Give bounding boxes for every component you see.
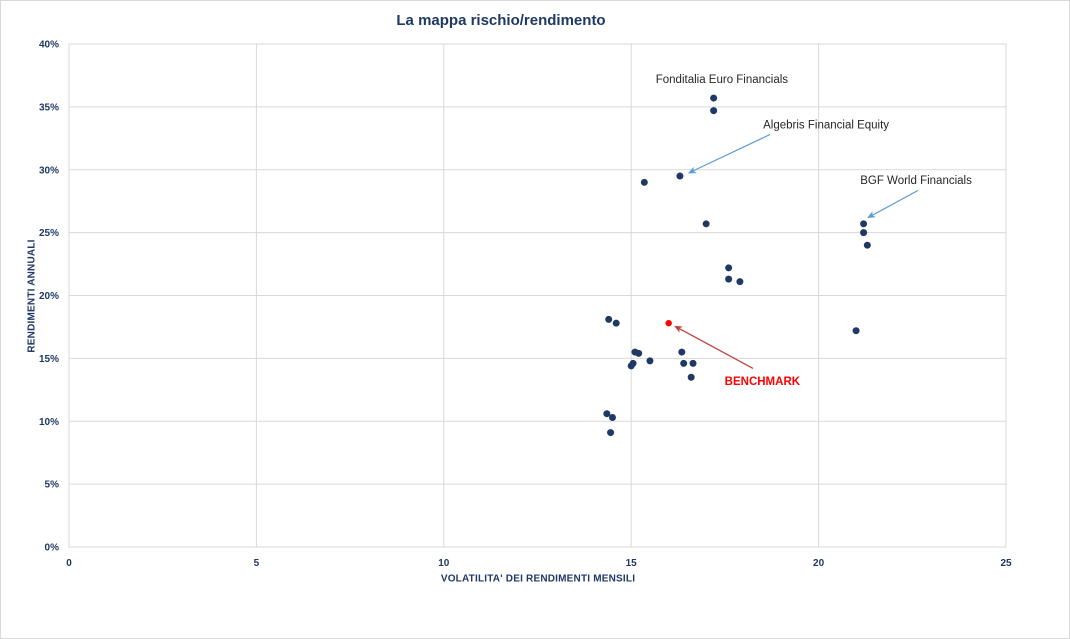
data-point [736,278,744,286]
y-tick-label: 0% [45,543,60,554]
data-point [612,319,620,327]
x-tick-label: 25 [1000,558,1012,569]
y-tick-label: 25% [39,228,59,239]
annotation-label: BENCHMARK [725,376,801,388]
chart-title: La mappa rischio/rendimento [396,12,606,29]
y-tick-label: 35% [39,102,59,113]
data-point [678,348,686,356]
data-point [680,359,688,367]
plot-border [68,43,1007,548]
data-point [725,275,733,283]
data-point [687,373,695,381]
data-point [860,229,868,237]
data-point [635,349,643,357]
y-tick-label: 10% [39,417,59,428]
data-point [689,359,697,367]
data-point [607,429,615,437]
y-tick-label: 30% [39,165,59,176]
data-point [710,107,718,115]
y-tick-label: 20% [39,291,59,302]
y-tick-label: 40% [39,40,59,51]
annotation-arrow [688,133,771,174]
x-axis-title: VOLATILITA' DEI RENDIMENTI MENSILI [440,573,636,585]
data-point [608,413,616,421]
data-point [863,241,871,249]
annotation-label: Algebris Financial Equity [763,119,889,131]
x-tick-label: 5 [254,558,260,569]
data-point [627,362,635,370]
benchmark-point [665,319,672,327]
x-tick-label: 10 [438,558,450,569]
x-tick-label: 0 [66,558,72,569]
x-tick-label: 15 [626,558,638,569]
annotation-arrow [674,325,754,370]
data-point [640,178,648,186]
data-point [605,315,613,323]
data-point [725,264,733,272]
annotation-label: BGF World Financials [860,175,972,187]
data-point [852,327,860,335]
data-point [860,220,868,228]
data-point [702,220,710,228]
data-point [710,94,718,102]
data-point [603,410,611,418]
annotation-label: Fonditalia Euro Financials [656,74,789,86]
data-point [646,357,654,365]
y-tick-label: 5% [45,480,60,491]
x-tick-label: 20 [813,558,825,569]
annotation-arrow [867,189,919,219]
data-point [676,172,684,180]
y-tick-label: 15% [39,354,59,365]
